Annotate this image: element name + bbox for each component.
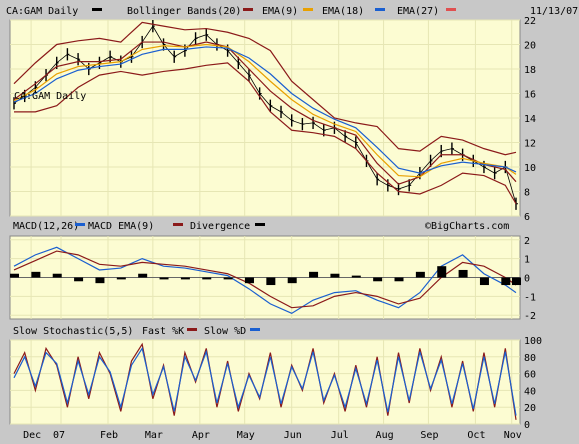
date-label: 11/13/07 <box>530 6 578 17</box>
divergence-bar <box>309 271 319 278</box>
divergence-bar <box>52 273 62 278</box>
divergence-legend-label: Divergence <box>190 221 250 232</box>
stoch-legend: Slow Stochastic(5,5) Fast %K Slow %D <box>13 326 260 337</box>
ema-9--line <box>13 41 517 185</box>
x-tick-label: Sep <box>420 430 438 441</box>
macd-ema-swatch <box>173 223 183 226</box>
series-layer <box>10 20 521 420</box>
divergence-bar <box>180 277 190 280</box>
ema-18--line <box>13 43 517 178</box>
divergence-bar <box>351 275 361 278</box>
divergence-bar <box>159 277 169 280</box>
divergence-bar <box>202 277 212 280</box>
macd-ema-legend-label: MACD EMA(9) <box>88 221 154 232</box>
x-tick-label: Nov <box>504 430 522 441</box>
ema27-swatch <box>446 8 456 11</box>
ema9-legend: EMA(9) <box>262 6 298 17</box>
bollinger-bands-20-upper-line <box>13 21 517 156</box>
divergence-bar <box>373 277 383 282</box>
x-tick-label: Mar <box>145 430 163 441</box>
divergence-bar <box>437 266 447 278</box>
slow-d-line <box>13 346 517 416</box>
y-tick-label: 60 <box>524 370 536 381</box>
divergence-bar <box>394 277 404 282</box>
divergence-bar <box>330 273 340 278</box>
x-tick-label: Dec <box>23 430 41 441</box>
x-tick-label: Jun <box>284 430 302 441</box>
x-tick-label: 07 <box>53 430 65 441</box>
divergence-bar <box>95 277 105 284</box>
ema27-legend: EMA(27) <box>397 6 439 17</box>
y-tick-label: 16 <box>524 90 536 101</box>
y-tick-label: 80 <box>524 353 536 364</box>
slowd-legend-label: Slow %D <box>204 326 246 337</box>
grid <box>10 19 520 425</box>
ticker-swatch <box>92 8 102 11</box>
macd-legend: MACD(12,26) MACD EMA(9) Divergence ©BigC… <box>13 221 509 232</box>
ema18-legend: EMA(18) <box>322 6 364 17</box>
ticker-label: CA:GAM Daily <box>6 6 78 17</box>
y-tick-label: 100 <box>524 336 542 347</box>
divergence-bar <box>31 271 41 278</box>
x-tick-label: Oct <box>467 430 485 441</box>
y-tick-label: -2 <box>524 311 536 322</box>
bollinger-swatch <box>243 8 253 11</box>
divergence-bar <box>458 269 468 278</box>
divergence-bar <box>266 277 276 286</box>
macd-legend-label: MACD(12,26) <box>13 221 79 232</box>
divergence-bar <box>479 277 489 286</box>
y-tick-label: 10 <box>524 163 536 174</box>
divergence-bar <box>74 277 84 282</box>
y-tick-label: 2 <box>524 236 530 247</box>
fastk-legend-label: Fast %K <box>142 326 184 337</box>
ema9-swatch <box>303 8 313 11</box>
macd-swatch <box>75 223 85 226</box>
x-tick-label: May <box>237 430 255 441</box>
fastk-swatch <box>187 328 197 331</box>
tick-labels: Dec 07 Feb Mar Apr May Jun Jul Aug Sep Oct Nov68101… <box>23 16 542 441</box>
y-tick-label: 0 <box>524 274 530 285</box>
divergence-bar <box>501 277 511 286</box>
price-series-label: CA:GAM Daily <box>14 91 86 102</box>
divergence-bar <box>10 273 19 278</box>
bollinger-bands-20-lower-line <box>14 62 517 205</box>
divergence-bar <box>244 277 254 284</box>
stoch-legend-label: Slow Stochastic(5,5) <box>13 326 133 337</box>
y-tick-label: 12 <box>524 139 536 150</box>
divergence-bar <box>138 273 148 278</box>
y-tick-label: 20 <box>524 403 536 414</box>
ema-27--line <box>13 46 517 174</box>
divergence-swatch <box>255 223 265 226</box>
divergence-bar <box>512 277 521 286</box>
divergence-bar <box>116 277 126 280</box>
divergence-bar <box>287 277 297 284</box>
slowd-swatch <box>250 328 260 331</box>
y-tick-label: 1 <box>524 255 530 266</box>
divergence-bar <box>415 271 425 278</box>
y-tick-label: 14 <box>524 114 536 125</box>
x-tick-label: Aug <box>376 430 394 441</box>
ema18-swatch <box>375 8 385 11</box>
y-tick-label: 0 <box>524 420 530 431</box>
y-tick-label: 40 <box>524 386 536 397</box>
price-legend: CA:GAM Daily Bollinger Bands(20) EMA(9) … <box>6 6 578 17</box>
y-tick-label: 20 <box>524 41 536 52</box>
x-tick-label: Feb <box>100 430 118 441</box>
divergence-bar <box>223 277 233 280</box>
y-tick-label: 8 <box>524 188 530 199</box>
watermark: ©BigCharts.com <box>425 221 509 232</box>
x-tick-label: Jul <box>331 430 349 441</box>
stoch-panel <box>9 339 521 425</box>
y-tick-label: 18 <box>524 65 536 76</box>
bollinger-legend: Bollinger Bands(20) <box>127 6 241 17</box>
y-tick-label: 6 <box>524 212 530 223</box>
x-tick-label: Apr <box>192 430 210 441</box>
y-tick-label: 22 <box>524 16 536 27</box>
y-tick-label: -1 <box>524 292 536 303</box>
